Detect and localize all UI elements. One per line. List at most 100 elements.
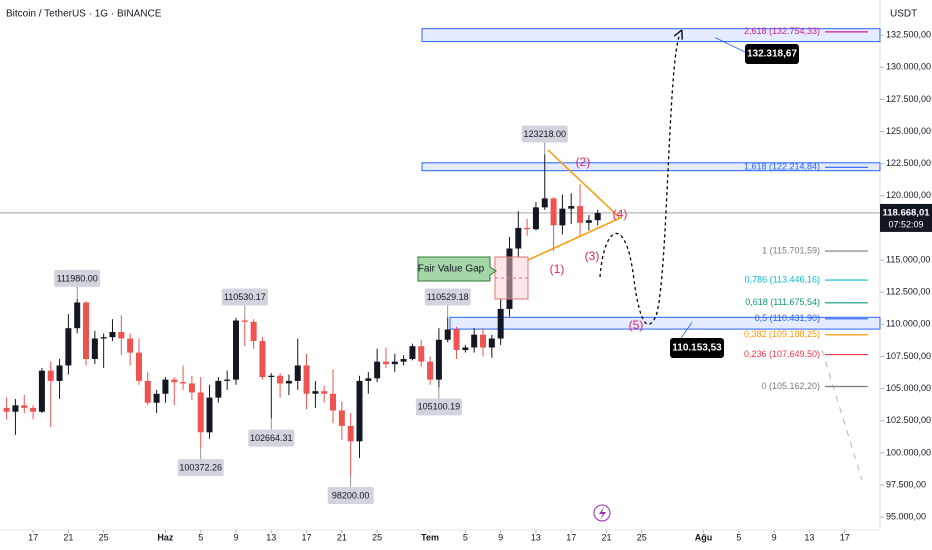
candle-body: [259, 341, 266, 378]
x-tick-label: Ağu: [695, 532, 713, 542]
candle-body: [144, 380, 151, 403]
candle-body: [418, 346, 425, 362]
chart-title: Bitcoin / TetherUS · 1G · BINANCE: [6, 9, 162, 20]
candle-body: [294, 365, 301, 381]
candle-body: [312, 391, 319, 394]
fib-label: 0,5 (110.431,90): [755, 313, 820, 323]
x-tick-label: 25: [372, 532, 382, 542]
candle-body: [550, 198, 557, 226]
candle-body: [162, 379, 169, 394]
currency: USDT: [890, 9, 917, 20]
candle-body: [100, 337, 107, 339]
x-tick-label: Haz: [157, 532, 174, 542]
target-label: 110.153,53: [672, 343, 722, 354]
candle-body: [365, 378, 372, 381]
x-tick-label: 17: [302, 532, 312, 542]
candle-body: [171, 379, 178, 383]
triangle: [527, 149, 622, 261]
candle-body: [356, 380, 363, 442]
callout-label: 105100.19: [418, 402, 461, 412]
candle-body: [515, 227, 522, 249]
y-tick-label: 132.500,00: [886, 30, 931, 40]
fib-label: 2,618 (132.754,33): [744, 26, 820, 36]
price-axis-bg: [880, 0, 932, 550]
callout-label: 110530.17: [224, 292, 266, 302]
candle-body: [541, 198, 548, 208]
callout-box: [177, 459, 224, 477]
candle-body: [30, 407, 37, 412]
callout-label: 110529.18: [427, 292, 469, 302]
fib-label: 1,618 (122.214,84): [744, 162, 820, 172]
candle-body: [497, 308, 504, 339]
y-tick-label: 112.500,00: [886, 287, 930, 297]
x-tick-label: 9: [772, 532, 777, 542]
y-tick-label: 127.500,00: [886, 94, 931, 104]
y-tick-label: 110.000,00: [886, 319, 930, 329]
candle-body: [409, 346, 416, 360]
candle-body: [188, 383, 195, 393]
fib-label: 0 (105.162,20): [761, 381, 820, 391]
candle-body: [594, 212, 601, 221]
target-box: [745, 44, 799, 64]
callout-box: [424, 288, 471, 306]
fvg-box: [494, 256, 529, 300]
candle-body: [206, 397, 213, 433]
fib-label: 0,382 (109.188,25): [744, 329, 820, 339]
x-tick-label: 17: [840, 532, 850, 542]
fvg-label: Fair Value Gap: [418, 264, 485, 275]
candle-body: [382, 361, 389, 365]
fib-label: 0,618 (111.675,54): [745, 297, 820, 307]
candle-body: [427, 361, 434, 380]
candle-body: [568, 206, 575, 209]
x-tick-label: 25: [637, 532, 647, 542]
candle-body: [250, 321, 257, 342]
candle-body: [577, 206, 584, 223]
x-tick-label: 5: [198, 532, 203, 542]
candle-body: [559, 208, 566, 226]
candle-body: [215, 380, 222, 398]
candle-body: [330, 393, 337, 411]
wave-label: (4): [613, 207, 628, 221]
fib-label: 0,236 (107.649,50): [744, 349, 820, 359]
candle-body: [21, 405, 28, 408]
projection: [599, 34, 680, 325]
callout-box: [327, 487, 374, 505]
callout-box: [521, 125, 568, 143]
y-tick-label: 100.000,00: [886, 447, 931, 457]
candle-body: [153, 393, 160, 403]
y-tick-label: 97.500,00: [886, 479, 926, 489]
y-tick-label: 95.000,00: [886, 512, 926, 522]
x-tick-label: 5: [463, 532, 468, 542]
target-pointer: [714, 37, 750, 55]
last-price-label: 118.668,01: [882, 207, 930, 218]
candle-body: [277, 375, 284, 384]
candle-body: [285, 380, 292, 384]
y-tick-label: 130.000,00: [886, 62, 931, 72]
candle-body: [480, 334, 487, 348]
candle-body: [232, 320, 239, 380]
candle-body: [435, 339, 442, 380]
target-label: 132.318,67: [747, 49, 797, 60]
callout-label: 100372.26: [179, 462, 222, 472]
x-tick-label: 13: [531, 532, 541, 542]
candle-body: [74, 302, 81, 329]
candle-body: [180, 382, 187, 384]
wave-label: (2): [576, 155, 591, 169]
countdown: 07:52:09: [888, 219, 923, 229]
x-tick-label: 21: [602, 532, 612, 542]
wave-label: (1): [550, 262, 565, 276]
callout-box: [221, 288, 268, 306]
y-tick-label: 107.500,00: [886, 351, 931, 361]
fib-label: 1 (115.701,59): [762, 245, 820, 255]
callout-label: 98200.00: [332, 490, 370, 500]
callout-label: 123218.00: [523, 129, 566, 139]
x-tick-label: 9: [233, 532, 238, 542]
callout-box: [248, 429, 295, 447]
candle-body: [462, 347, 469, 351]
callout-box: [415, 398, 462, 416]
candle-body: [65, 328, 72, 366]
candle-body: [197, 392, 204, 433]
callout-box: [54, 269, 101, 287]
x-tick-label: 13: [266, 532, 276, 542]
